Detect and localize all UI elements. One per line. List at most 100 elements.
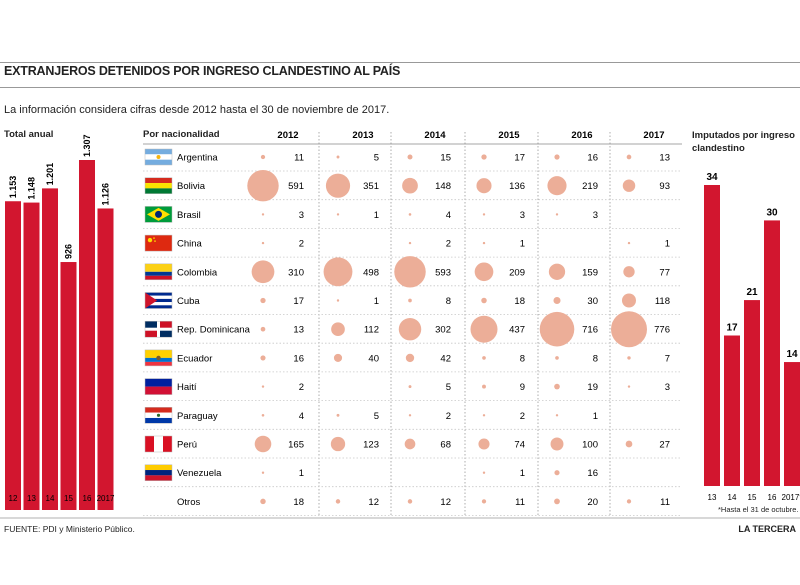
bubble-2014 [404,438,416,450]
total-bar-2017 [97,208,114,510]
imputados-bar-14 [724,335,740,486]
bubble-2017 [626,499,632,504]
bubble-2014 [408,213,412,216]
bubble-2015 [482,384,486,389]
country-label: Colombia [177,267,218,278]
bubble-2013 [333,353,343,362]
cell-value-2012: 591 [288,181,304,192]
country-label: Ecuador [177,353,212,364]
cell-value-2013: 1 [374,210,379,221]
bubble-2015 [474,262,494,282]
bubble-2016 [547,176,567,196]
cell-value-2013: 123 [363,440,379,451]
total-bar-15 [60,262,77,510]
year-header-2012: 2012 [277,130,298,141]
bubble-2016 [554,470,560,476]
country-label: Haití [177,382,197,393]
bubble-2016 [555,356,559,360]
cell-value-2014: 15 [440,153,451,164]
cell-value-2016: 19 [587,382,598,393]
bubble-2013 [336,413,340,417]
bubble-2012 [247,169,279,202]
total-bar-16 [79,160,95,510]
intro-text: La información considera cifras desde 20… [4,104,390,116]
country-label: Rep. Dominicana [177,325,251,336]
cell-value-2016: 219 [582,181,598,192]
bubble-2016 [550,437,564,451]
cell-value-2015: 437 [509,325,525,336]
bubble-2013 [325,173,351,198]
year-header-2017: 2017 [643,130,664,141]
bubble-2016 [554,154,560,160]
bubble-2012 [261,213,265,216]
bubble-2014 [408,385,412,389]
bubble-2016 [554,383,560,390]
bubble-2012 [261,471,265,474]
cell-value-2014: 4 [446,210,451,221]
bubble-2012 [260,355,266,361]
cell-value-2013: 112 [364,325,379,336]
cell-value-2015: 11 [515,497,525,508]
cell-value-2017: 93 [659,181,670,192]
cell-value-2016: 3 [593,210,598,221]
bubble-2013 [330,436,346,452]
bubble-2015 [470,315,498,343]
venezuela-flag-icon [144,464,173,481]
cell-value-2015: 1 [520,239,525,250]
imputados-value-label: 17 [726,323,738,334]
cell-value-2017: 118 [655,296,670,307]
bubble-2013 [336,155,340,159]
title-rule [0,87,800,88]
cell-value-2015: 1 [520,468,525,479]
argentina-flag-icon [144,148,173,166]
imputados-bar-13 [704,185,720,486]
cell-value-2013: 351 [363,181,379,192]
country-label: Paraguay [177,411,218,422]
cell-value-2017: 3 [665,382,670,393]
cell-value-2015: 209 [509,267,525,278]
imputados-x-label: 14 [728,493,737,502]
bubble-2015 [478,438,490,450]
cell-value-2014: 42 [440,353,451,364]
total-bar-14 [42,188,58,510]
cell-value-2014: 302 [435,325,451,336]
cell-value-2014: 8 [446,296,451,307]
bubble-2014 [394,256,426,288]
rep-dominicana-flag-icon [144,320,173,338]
country-label: Perú [177,440,197,451]
cell-value-2015: 9 [520,382,525,393]
country-label: China [177,239,203,250]
brand-logo: LA TERCERA [738,524,796,534]
cell-value-2014: 2 [446,411,451,422]
bubble-2014 [408,241,412,245]
cell-value-2015: 136 [509,181,525,192]
brasil-flag-icon [144,206,173,223]
cell-value-2016: 8 [593,353,598,364]
imputados-bar-16 [764,220,780,487]
cell-value-2017: 776 [654,325,670,336]
year-header-2013: 2013 [352,130,373,141]
cell-value-2012: 17 [293,296,304,307]
cell-value-2013: 498 [363,267,379,278]
bubble-2017 [627,385,631,388]
cell-value-2013: 5 [374,153,379,164]
total-value-label: 1.126 [101,183,111,206]
cell-value-2016: 16 [587,468,598,479]
peru-flag-icon [144,435,173,453]
paraguay-flag-icon [144,407,173,424]
total-value-label: 1.148 [27,177,37,200]
total-anual-title: Total anual [4,129,54,140]
year-header-2016: 2016 [571,130,592,141]
colombia-flag-icon [144,263,173,281]
cell-value-2013: 5 [374,411,379,422]
bubble-2015 [481,297,487,304]
bubble-2014 [402,177,418,194]
bubble-2014 [407,154,413,160]
haiti-flag-icon [144,378,173,395]
bubble-2015 [481,154,487,160]
year-header-2014: 2014 [424,130,446,141]
cell-value-2012: 16 [293,353,304,364]
bubble-2013 [323,257,353,287]
top-rule [0,62,800,63]
cell-value-2013: 1 [374,296,379,307]
